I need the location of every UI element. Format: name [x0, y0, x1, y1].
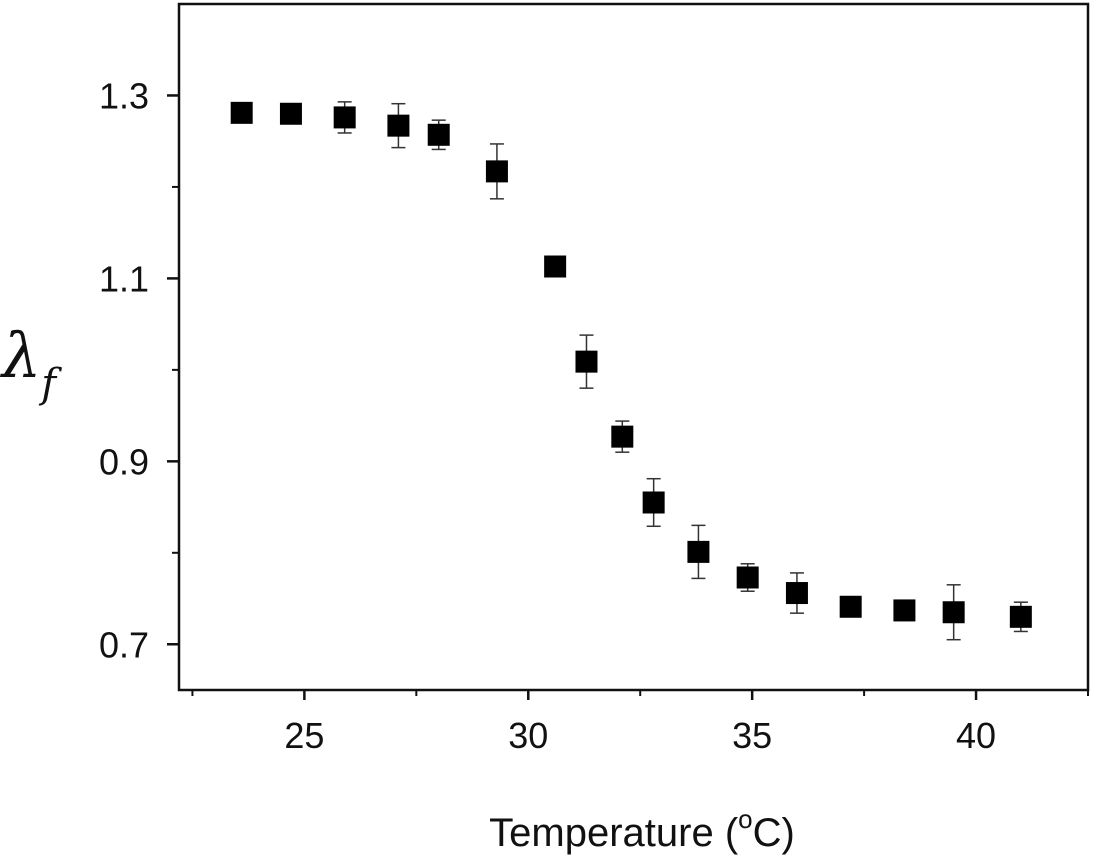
data-point [427, 123, 450, 146]
data-point [785, 582, 808, 605]
data-point [839, 595, 862, 618]
data-point [333, 106, 356, 129]
x-tick-label: 35 [732, 715, 772, 756]
data-point [687, 540, 710, 563]
data-point [230, 101, 253, 124]
tick-labels: 25 30 35 40 0.7 0.9 1.1 1.3 [99, 75, 996, 756]
y-tick-label: 1.1 [99, 258, 149, 299]
plot-frame [177, 2, 1090, 692]
x-tick-label: 30 [508, 715, 548, 756]
x-axis-title-main: Temperature ( [489, 811, 739, 855]
y-axis-title-lambda: λ [0, 319, 41, 392]
y-axis-title: λf [0, 319, 62, 407]
data-point [1009, 605, 1032, 628]
x-axis-title: Temperature (oC) [489, 804, 795, 855]
y-tick-label: 0.7 [99, 624, 149, 665]
x-tick-label: 40 [956, 715, 996, 756]
axis-ticks [167, 94, 1089, 700]
data-point [893, 599, 916, 622]
data-point [575, 350, 598, 373]
data-point [279, 102, 302, 125]
data-markers [230, 101, 1032, 628]
data-point [485, 160, 508, 183]
y-tick-label: 1.3 [99, 75, 149, 116]
x-tick-label: 25 [284, 715, 324, 756]
x-axis-title-unit: C) [753, 811, 795, 855]
y-tick-label: 0.9 [99, 441, 149, 482]
data-point [942, 601, 965, 624]
data-point [544, 255, 567, 278]
data-point [642, 491, 665, 514]
data-point [736, 566, 759, 589]
data-point [611, 425, 634, 448]
x-axis-title-degree: o [738, 804, 752, 834]
data-point [387, 114, 410, 137]
